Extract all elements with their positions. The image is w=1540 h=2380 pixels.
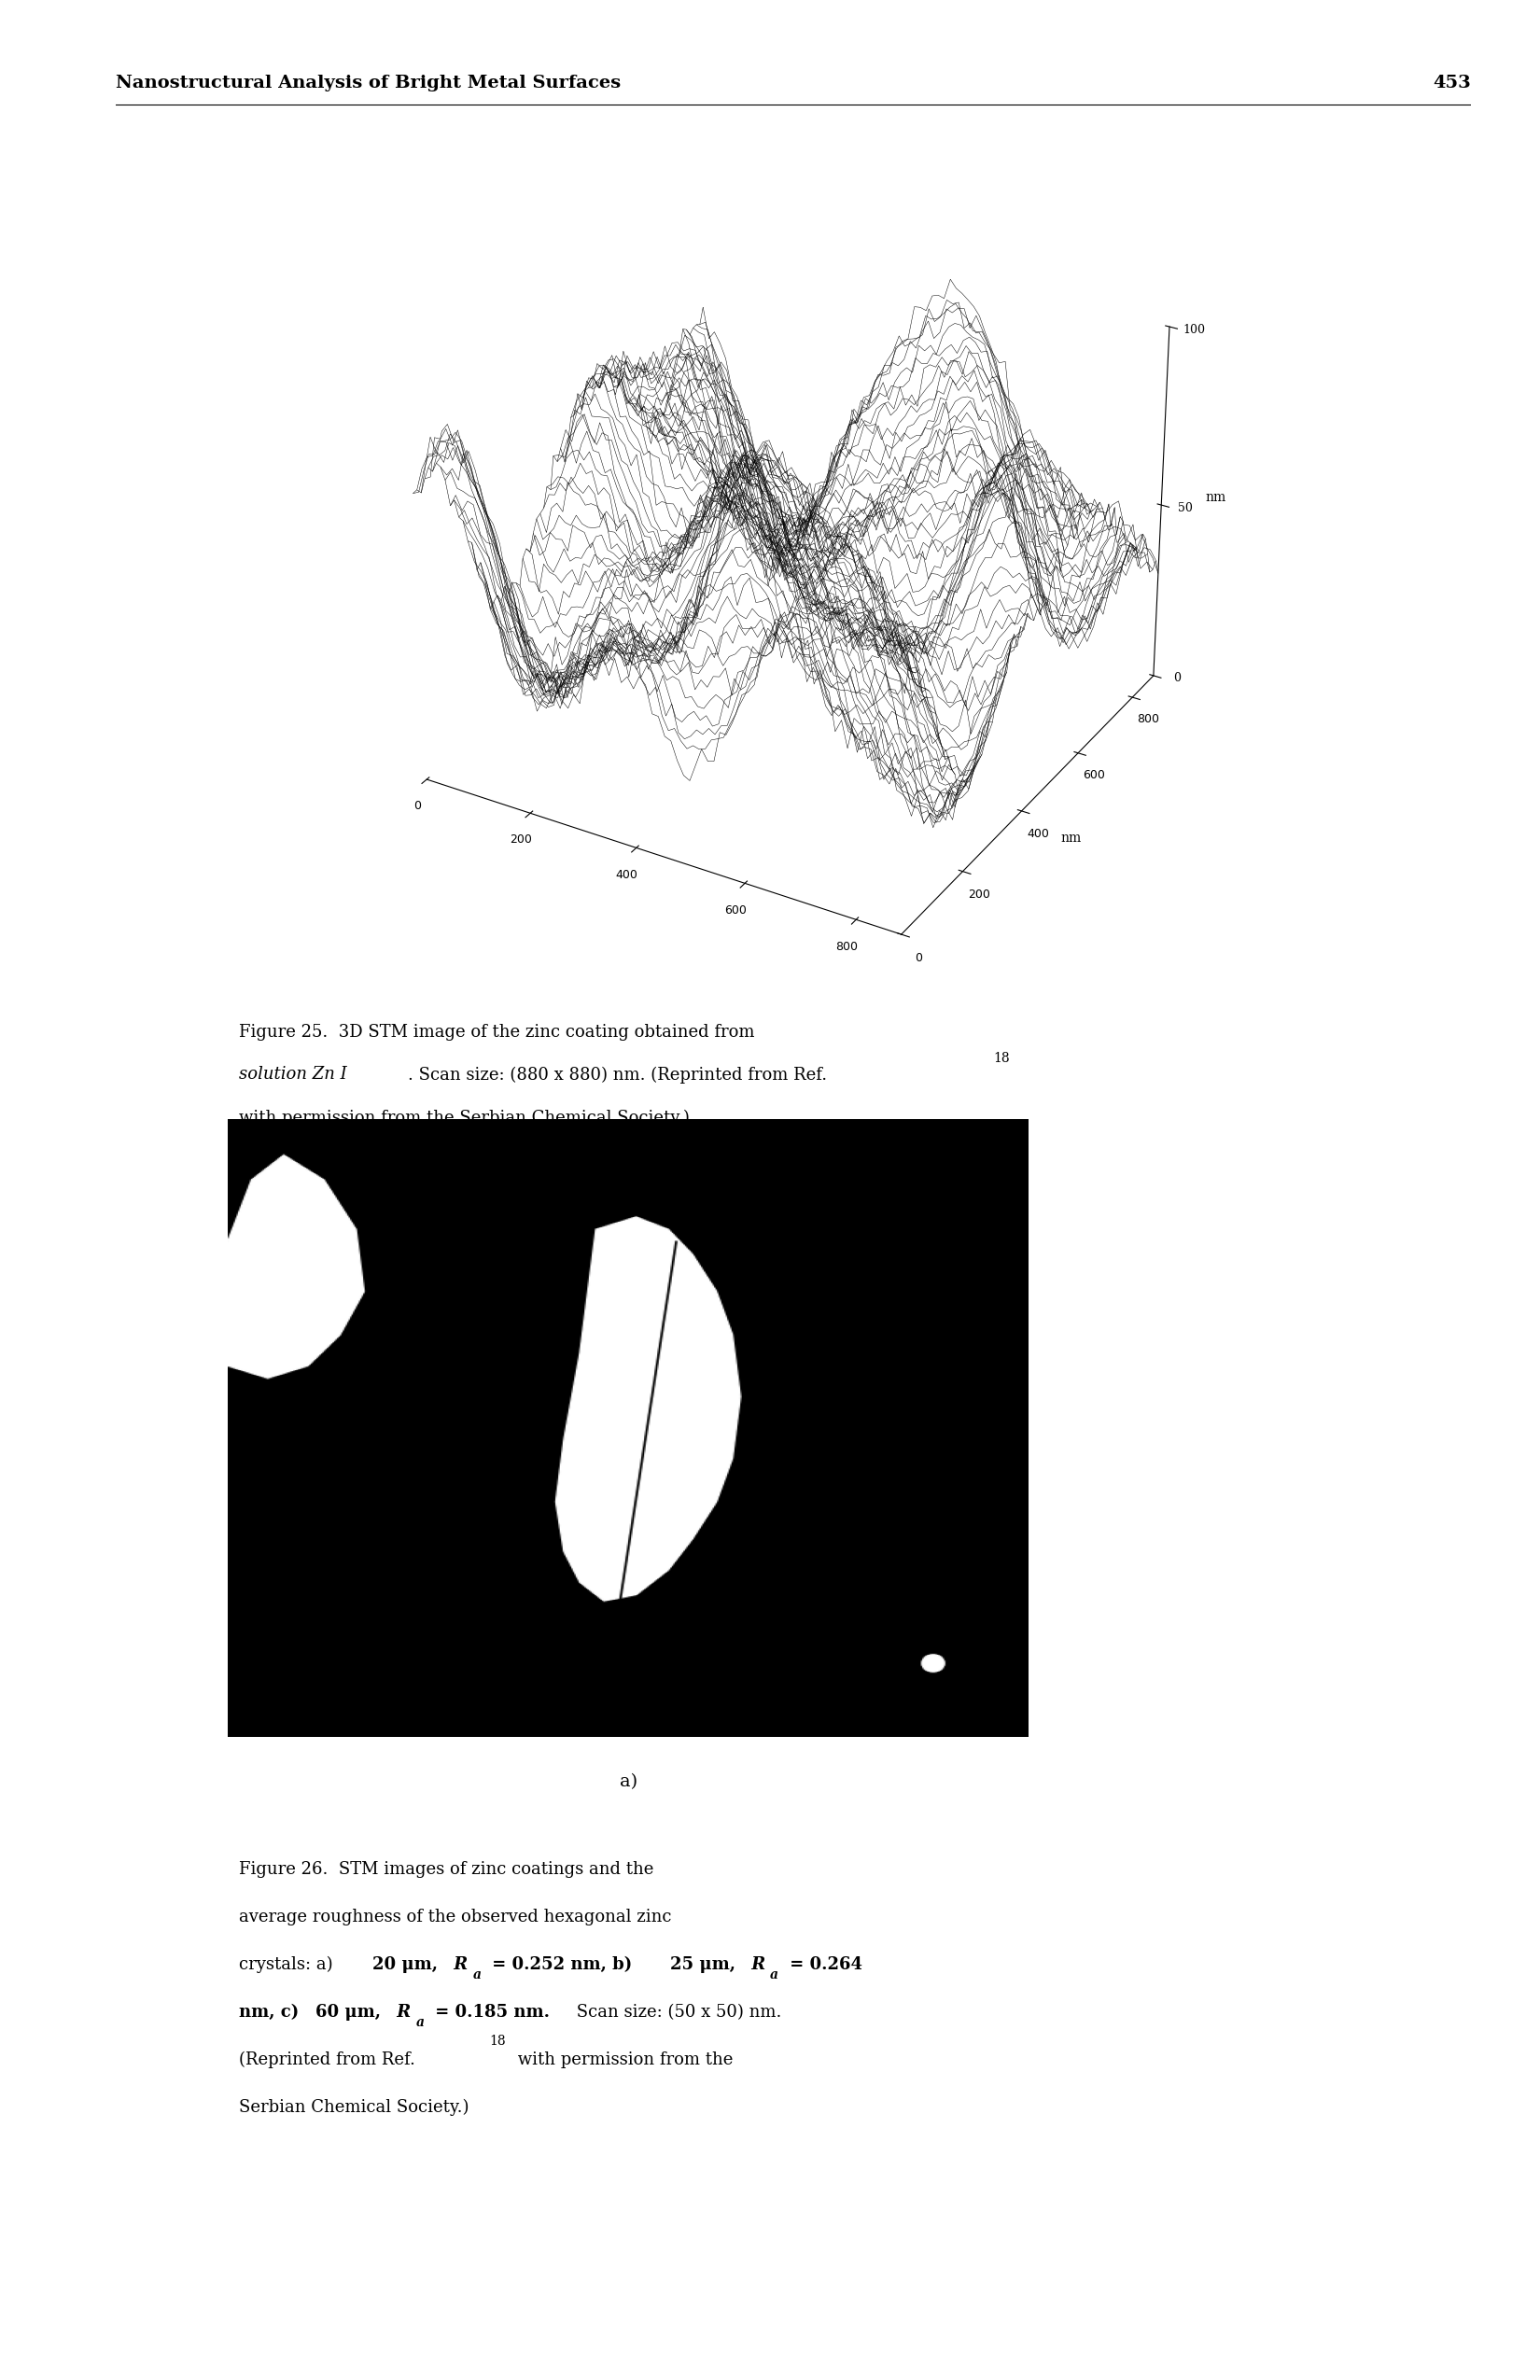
Text: = 0.252 nm, b): = 0.252 nm, b) xyxy=(487,1956,638,1973)
Text: 18: 18 xyxy=(993,1052,1010,1064)
Text: nm, c): nm, c) xyxy=(239,2004,305,2021)
Text: (Reprinted from Ref.: (Reprinted from Ref. xyxy=(239,2052,414,2068)
Text: 453: 453 xyxy=(1432,76,1471,93)
Text: with permission from the: with permission from the xyxy=(513,2052,733,2068)
Text: R: R xyxy=(391,2004,411,2021)
Text: = 0.185 nm.: = 0.185 nm. xyxy=(430,2004,550,2021)
Text: . Scan size: (880 x 880) nm. (Reprinted from Ref.: . Scan size: (880 x 880) nm. (Reprinted … xyxy=(408,1066,827,1083)
Text: 60 μm,: 60 μm, xyxy=(316,2004,380,2021)
Text: 20 μm,: 20 μm, xyxy=(373,1956,437,1973)
Text: Scan size: (50 x 50) nm.: Scan size: (50 x 50) nm. xyxy=(571,2004,782,2021)
Text: crystals: a): crystals: a) xyxy=(239,1956,337,1973)
Text: = 0.264: = 0.264 xyxy=(784,1956,862,1973)
Text: a: a xyxy=(473,1968,480,1980)
Y-axis label: nm: nm xyxy=(1061,833,1081,845)
Text: a: a xyxy=(770,1968,778,1980)
Text: with permission from the Serbian Chemical Society.): with permission from the Serbian Chemica… xyxy=(239,1109,690,1126)
Text: R: R xyxy=(448,1956,468,1973)
Text: a: a xyxy=(416,2016,424,2028)
Text: Figure 25.  3D STM image of the zinc coating obtained from: Figure 25. 3D STM image of the zinc coat… xyxy=(239,1023,755,1040)
Text: Serbian Chemical Society.): Serbian Chemical Society.) xyxy=(239,2099,468,2116)
Text: solution Zn I: solution Zn I xyxy=(239,1066,346,1083)
Text: 18: 18 xyxy=(490,2035,507,2047)
Text: Figure 26.  STM images of zinc coatings and the: Figure 26. STM images of zinc coatings a… xyxy=(239,1861,653,1878)
Text: average roughness of the observed hexagonal zinc: average roughness of the observed hexago… xyxy=(239,1909,671,1925)
Text: a): a) xyxy=(619,1773,638,1790)
Text: 25 μm,: 25 μm, xyxy=(670,1956,735,1973)
Text: Nanostructural Analysis of Bright Metal Surfaces: Nanostructural Analysis of Bright Metal … xyxy=(116,76,621,93)
Text: R: R xyxy=(745,1956,765,1973)
